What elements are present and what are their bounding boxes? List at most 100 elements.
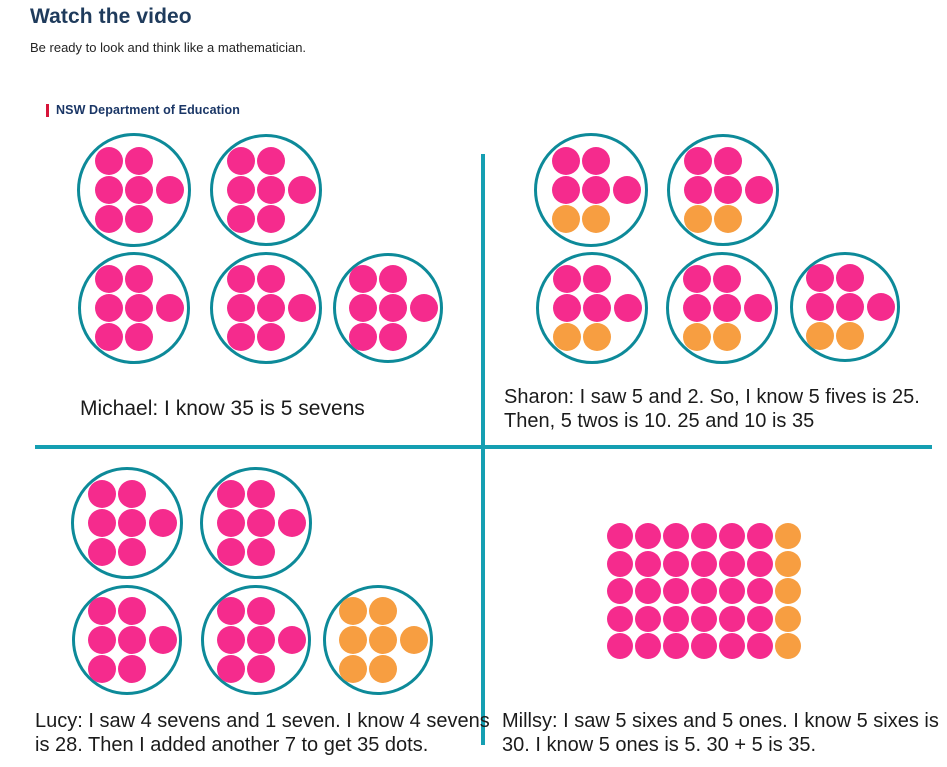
counting-dot	[125, 294, 153, 322]
counting-dot	[691, 578, 717, 604]
counting-dot	[582, 176, 610, 204]
counting-dot	[257, 265, 285, 293]
counting-dot	[369, 655, 397, 683]
counting-dot	[553, 294, 581, 322]
counting-dot	[663, 550, 689, 577]
counting-dot	[719, 523, 745, 549]
counting-dot	[583, 265, 611, 293]
caption-line: 30. I know 5 ones is 5. 30 + 5 is 35.	[502, 734, 817, 756]
counting-dot	[217, 626, 245, 654]
page-title: Watch the video	[30, 5, 192, 28]
counting-dot	[613, 176, 641, 204]
counting-dot	[663, 605, 689, 632]
counting-dot	[369, 626, 397, 654]
counting-dot	[379, 323, 407, 351]
counting-dot	[339, 597, 367, 625]
counting-dot	[691, 550, 717, 577]
counting-dot	[349, 265, 377, 293]
counting-dot	[156, 294, 184, 322]
counting-dot	[88, 626, 116, 654]
counting-dot	[607, 550, 633, 577]
page-subtitle: Be ready to look and think like a mathem…	[30, 40, 307, 55]
counting-dot	[257, 147, 285, 175]
counting-dot	[149, 626, 177, 654]
counting-dot	[217, 655, 245, 683]
counting-dot	[684, 147, 712, 175]
quadrant-divider-vertical	[481, 154, 485, 745]
counting-dot	[118, 480, 146, 508]
counting-dot	[349, 294, 377, 322]
caption-sharon: Sharon: I saw 5 and 2. So, I know 5 five…	[504, 385, 920, 433]
counting-dot	[683, 294, 711, 322]
caption-millsy: Millsy: I saw 5 sixes and 5 ones. I know…	[502, 709, 939, 757]
counting-dot	[369, 597, 397, 625]
caption-line: Millsy: I saw 5 sixes and 5 ones. I know…	[502, 710, 939, 732]
counting-dot	[400, 626, 428, 654]
counting-dot	[278, 509, 306, 537]
counting-dot	[288, 294, 316, 322]
counting-dot	[125, 147, 153, 175]
counting-dot	[217, 597, 245, 625]
counting-dot	[745, 176, 773, 204]
counting-dot	[95, 323, 123, 351]
counting-dot	[257, 205, 285, 233]
caption-line: Michael: I know 35 is 5 sevens	[80, 397, 365, 420]
counting-dot	[278, 626, 306, 654]
counting-dot	[607, 578, 633, 604]
counting-dot	[149, 509, 177, 537]
counting-dot	[257, 176, 285, 204]
counting-dot	[227, 294, 255, 322]
counting-dot	[583, 294, 611, 322]
caption-line: Lucy: I saw 4 sevens and 1 seven. I know…	[35, 710, 490, 732]
counting-dot	[247, 509, 275, 537]
counting-dot	[339, 655, 367, 683]
counting-dot	[582, 147, 610, 175]
counting-dot	[714, 176, 742, 204]
counting-dot	[635, 605, 661, 632]
counting-dot	[691, 523, 717, 549]
brand-label: NSW Department of Education	[56, 103, 240, 117]
counting-dot	[552, 147, 580, 175]
counting-dot	[247, 538, 275, 566]
counting-dot	[719, 605, 745, 632]
counting-dot	[684, 205, 712, 233]
counting-dot	[614, 294, 642, 322]
counting-dot	[719, 578, 745, 604]
counting-dot	[257, 323, 285, 351]
counting-dot	[379, 294, 407, 322]
counting-dot	[227, 147, 255, 175]
counting-dot	[553, 323, 581, 351]
counting-dot	[683, 265, 711, 293]
counting-dot	[635, 550, 661, 577]
counting-dot	[714, 205, 742, 233]
counting-dot	[607, 605, 633, 632]
counting-dot	[257, 294, 285, 322]
caption-line: Then, 5 twos is 10. 25 and 10 is 35	[504, 410, 815, 432]
counting-dot	[775, 605, 801, 632]
counting-dot	[553, 265, 581, 293]
counting-dot	[379, 265, 407, 293]
caption-line: is 28. Then I added another 7 to get 35 …	[35, 734, 429, 756]
video-frame[interactable]: NSW Department of Education Michael: I k…	[28, 92, 947, 767]
counting-dot	[118, 509, 146, 537]
counting-dot	[713, 323, 741, 351]
counting-dot	[217, 509, 245, 537]
counting-dot	[684, 176, 712, 204]
counting-dot	[125, 205, 153, 233]
caption-michael: Michael: I know 35 is 5 sevens	[80, 397, 365, 421]
counting-dot	[713, 294, 741, 322]
counting-dot	[747, 550, 773, 577]
counting-dot	[663, 523, 689, 549]
counting-dot	[836, 322, 864, 350]
counting-dot	[95, 147, 123, 175]
counting-dot	[713, 265, 741, 293]
counting-dot	[867, 293, 895, 321]
caption-lucy: Lucy: I saw 4 sevens and 1 seven. I know…	[35, 709, 490, 757]
caption-line: Sharon: I saw 5 and 2. So, I know 5 five…	[504, 386, 920, 408]
counting-dot	[349, 323, 377, 351]
counting-dot	[719, 550, 745, 577]
counting-dot	[747, 605, 773, 632]
counting-dot	[125, 265, 153, 293]
counting-dot	[247, 597, 275, 625]
